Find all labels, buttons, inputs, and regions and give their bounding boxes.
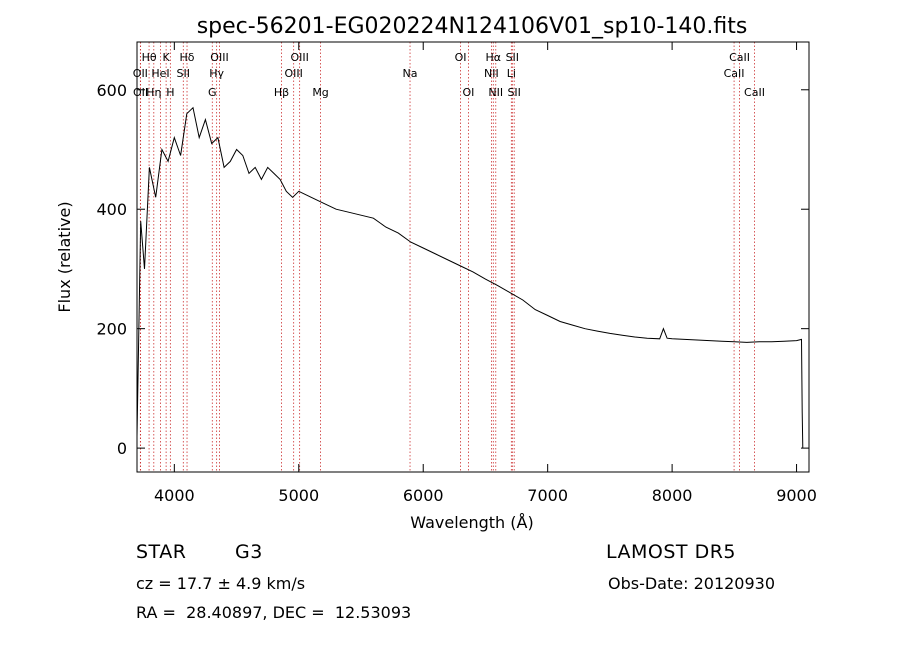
x-tick-label-0: 4000 xyxy=(154,486,195,505)
coordinates-text: RA = 28.40897, DEC = 12.53093 xyxy=(136,603,412,622)
y-axis-ticks: 0 200 400 600 xyxy=(96,81,809,458)
line-marker-label-19: Hα xyxy=(486,51,502,64)
object-class: STAR xyxy=(136,541,187,563)
x-tick-label-4: 8000 xyxy=(652,486,693,505)
line-marker-label-18: OI xyxy=(462,86,474,99)
line-marker-label-13: OIII xyxy=(290,51,308,64)
line-marker-label-3: Hη xyxy=(146,86,161,99)
x-tick-label-3: 7000 xyxy=(527,486,568,505)
x-tick-label-5: 9000 xyxy=(776,486,817,505)
line-marker-label-24: SII xyxy=(507,86,520,99)
x-tick-label-2: 6000 xyxy=(403,486,444,505)
line-marker-label-9: OIII xyxy=(210,51,228,64)
x-axis-ticks: 4000 5000 6000 7000 8000 9000 xyxy=(154,42,817,505)
y-tick-label-1: 200 xyxy=(96,320,127,339)
line-marker-label-22: SII xyxy=(506,51,519,64)
line-marker-label-0: Hθ xyxy=(142,51,157,64)
y-tick-label-3: 600 xyxy=(96,81,127,100)
y-axis-title: Flux (relative) xyxy=(55,201,74,312)
x-tick-label-1: 5000 xyxy=(278,486,319,505)
line-marker-label-4: K xyxy=(163,51,171,64)
line-marker-label-6: H xyxy=(166,86,174,99)
line-marker-label-14: OIII xyxy=(284,67,302,80)
line-marker-label-15: Mg xyxy=(312,86,328,99)
y-tick-label-0: 0 xyxy=(117,439,127,458)
survey-label: LAMOST DR5 xyxy=(606,541,736,563)
line-marker-label-1: OII xyxy=(133,67,148,80)
chart-title: spec-56201-EG020224N124106V01_sp10-140.f… xyxy=(197,14,748,39)
y-tick-label-2: 400 xyxy=(96,200,127,219)
plot-frame xyxy=(136,41,810,473)
line-marker-label-27: CaII xyxy=(744,86,765,99)
line-marker-label-17: OI xyxy=(455,51,467,64)
x-axis-title: Wavelength (Å) xyxy=(410,513,533,532)
line-marker-label-5: HeI xyxy=(151,67,169,80)
line-marker-label-26: CaII xyxy=(724,67,745,80)
line-marker-label-7: Hδ xyxy=(180,51,195,64)
line-marker-label-23: Li xyxy=(507,67,516,80)
line-marker-label-20: NII xyxy=(484,67,499,80)
line-marker-label-10: Hγ xyxy=(209,67,224,80)
redshift-text: cz = 17.7 ± 4.9 km/s xyxy=(136,574,306,593)
line-marker-label-8: SII xyxy=(177,67,190,80)
spectrum-line xyxy=(136,106,804,449)
line-marker-label-12: Hβ xyxy=(274,86,289,99)
obs-date-text: Obs-Date: 20120930 xyxy=(608,574,776,593)
line-marker-label-16: Na xyxy=(403,67,418,80)
line-marker-lines xyxy=(139,42,755,472)
object-subclass: G3 xyxy=(235,541,263,563)
line-marker-label-25: CaII xyxy=(729,51,750,64)
line-marker-label-21: NII xyxy=(488,86,503,99)
line-marker-label-11: G xyxy=(208,86,217,99)
